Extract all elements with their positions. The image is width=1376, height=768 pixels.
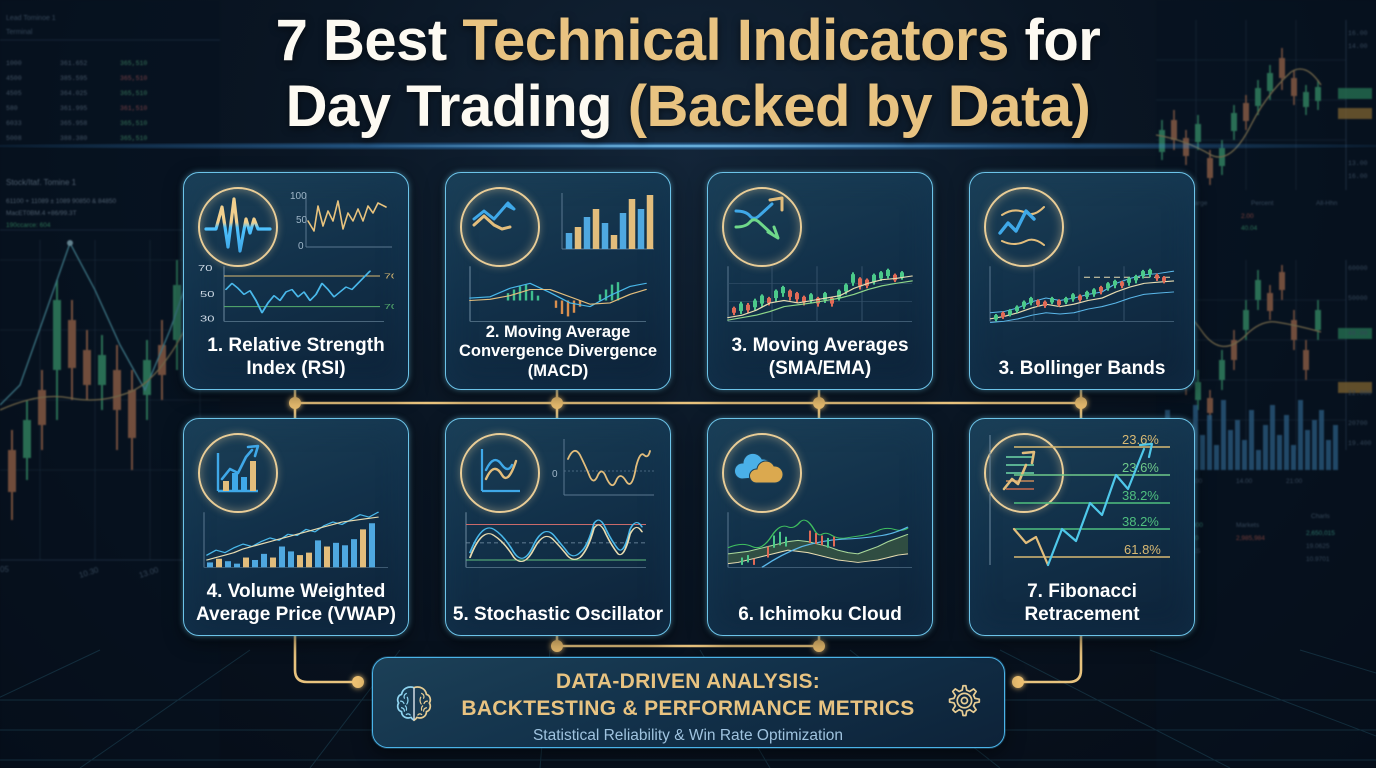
svg-text:70/30: 70/30 (384, 303, 394, 311)
svg-text:0: 0 (298, 241, 304, 252)
svg-text:50: 50 (200, 290, 214, 299)
svg-text:38.2%: 38.2% (1122, 488, 1159, 503)
svg-text:23.6%: 23.6% (1122, 460, 1159, 475)
svg-text:100: 100 (290, 191, 307, 202)
svg-text:70/30: 70/30 (384, 273, 394, 281)
svg-text:50: 50 (296, 215, 308, 226)
svg-text:0: 0 (552, 469, 558, 480)
svg-text:61.8%: 61.8% (1124, 542, 1161, 557)
svg-text:38.2%: 38.2% (1122, 514, 1159, 529)
svg-text:30: 30 (200, 315, 214, 324)
svg-text:70: 70 (198, 265, 212, 273)
